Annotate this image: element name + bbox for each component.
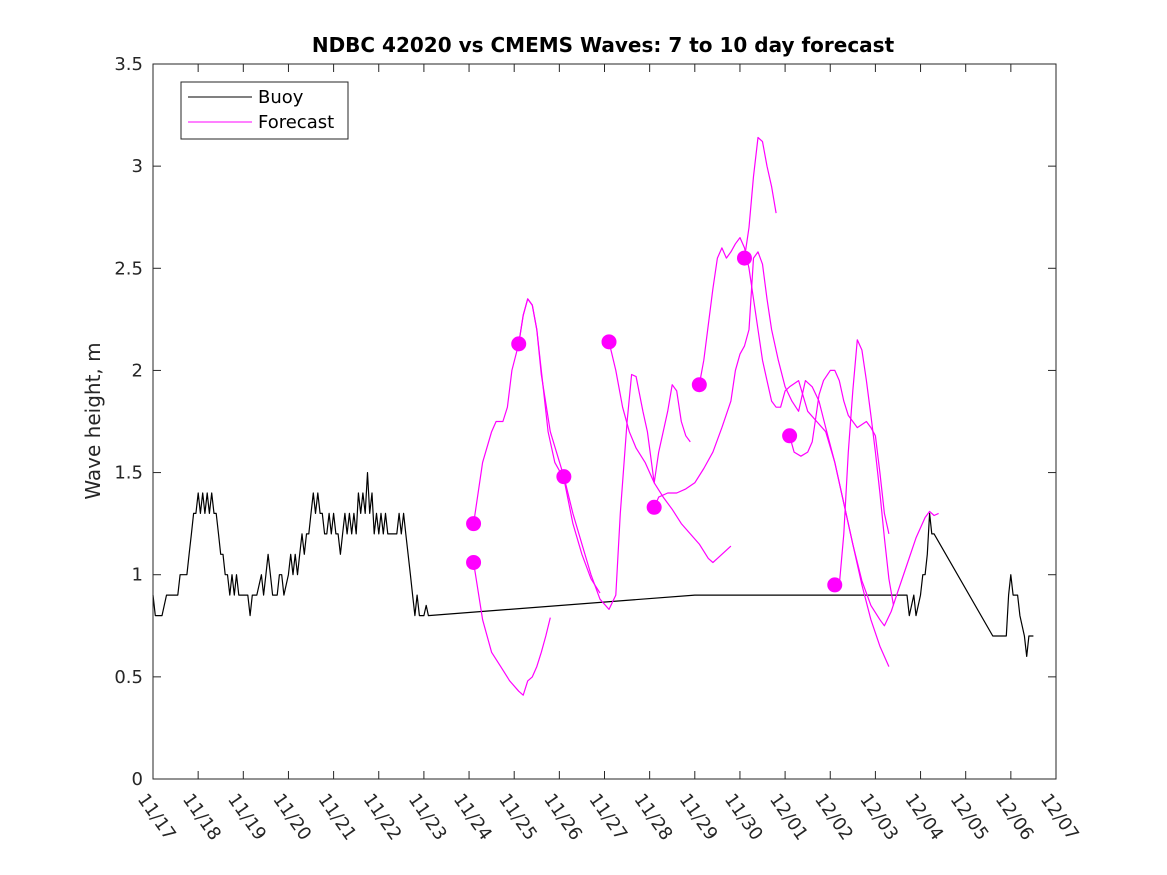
y-tick-label: 1.5 xyxy=(114,463,143,484)
x-tick-label: 11/26 xyxy=(539,790,586,845)
forecast-start-marker xyxy=(557,470,571,484)
forecast-start-marker xyxy=(602,335,616,349)
y-tick-label: 0.5 xyxy=(114,667,143,688)
forecast-start-marker xyxy=(467,517,481,531)
forecast-start-marker xyxy=(647,500,661,514)
x-tick-label: 11/27 xyxy=(584,790,631,845)
forecast-start-marker xyxy=(467,555,481,569)
x-tick-label: 11/20 xyxy=(268,790,315,845)
x-tick-label: 11/23 xyxy=(404,790,451,845)
x-tick-label: 11/24 xyxy=(449,790,496,845)
x-tick-label: 11/19 xyxy=(223,790,270,845)
legend-forecast-label: Forecast xyxy=(258,112,334,133)
y-tick-label: 2.5 xyxy=(114,258,143,279)
forecast-start-marker xyxy=(828,578,842,592)
x-tick-label: 12/04 xyxy=(900,790,947,845)
plot-area xyxy=(153,64,1056,779)
x-tick-label: 11/21 xyxy=(314,790,361,845)
chart-container: NDBC 42020 vs CMEMS Waves: 7 to 10 day f… xyxy=(0,0,1167,875)
y-tick-label: 0 xyxy=(132,769,143,790)
x-tick-label: 11/28 xyxy=(630,790,677,845)
x-tick-label: 11/22 xyxy=(359,790,406,845)
forecast-start-marker xyxy=(737,251,751,265)
x-tick-label: 12/03 xyxy=(855,790,902,845)
x-tick-label: 11/18 xyxy=(178,790,225,845)
y-tick-label: 2 xyxy=(132,360,143,381)
x-tick-label: 12/05 xyxy=(946,790,993,845)
x-tick-label: 11/25 xyxy=(494,790,541,845)
x-tick-label: 11/17 xyxy=(133,790,180,845)
legend-buoy-label: Buoy xyxy=(258,87,304,108)
x-tick-label: 11/29 xyxy=(675,790,722,845)
x-tick-label: 12/07 xyxy=(1036,790,1083,845)
chart-title: NDBC 42020 vs CMEMS Waves: 7 to 10 day f… xyxy=(312,33,895,57)
axes-layer xyxy=(153,64,1056,779)
forecast-start-marker xyxy=(783,429,797,443)
y-axis-label: Wave height, m xyxy=(81,342,105,499)
y-tick-label: 1 xyxy=(132,565,143,586)
forecast-start-marker xyxy=(512,337,526,351)
legend: Buoy Forecast xyxy=(181,82,348,139)
wave-height-chart: NDBC 42020 vs CMEMS Waves: 7 to 10 day f… xyxy=(0,0,1167,875)
y-tick-label: 3.5 xyxy=(114,54,143,75)
x-tick-label: 12/06 xyxy=(991,790,1038,845)
x-tick-label: 12/01 xyxy=(765,790,812,845)
x-tick-label: 11/30 xyxy=(720,790,767,845)
forecast-start-marker xyxy=(692,378,706,392)
y-tick-label: 3 xyxy=(132,156,143,177)
x-tick-label: 12/02 xyxy=(810,790,857,845)
